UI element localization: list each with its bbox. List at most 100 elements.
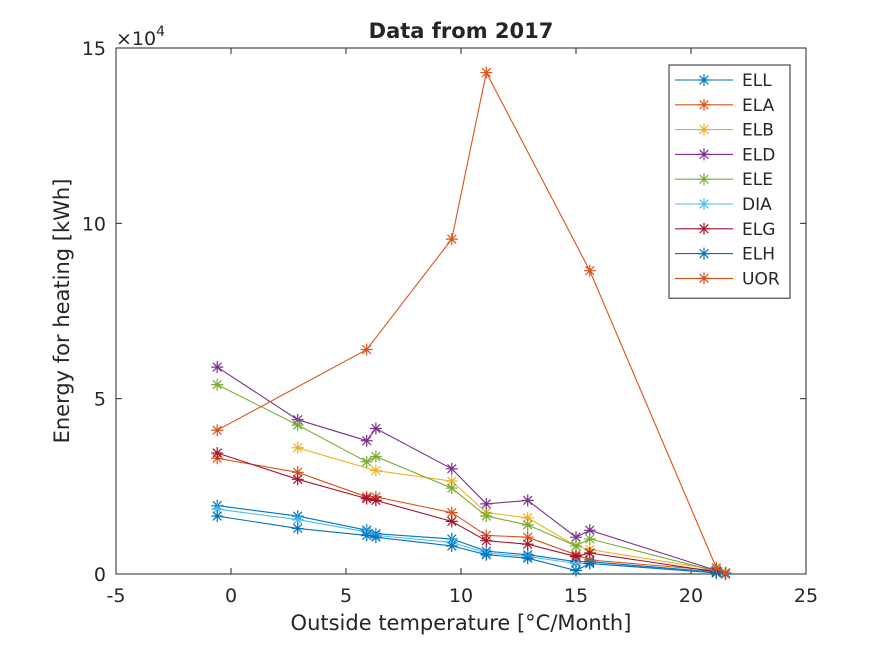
- legend-item-ela: ELA: [675, 96, 775, 116]
- data-point-elg: [480, 534, 493, 547]
- x-tick-label: 5: [340, 585, 352, 607]
- data-point-legend-uor: [698, 272, 710, 285]
- legend-item-uor: UOR: [675, 269, 780, 289]
- legend-label: DIA: [742, 195, 772, 215]
- legend-label: ELH: [742, 245, 775, 265]
- data-point-elh: [211, 510, 224, 523]
- data-point-eld: [583, 524, 596, 537]
- data-point-uor: [719, 567, 732, 580]
- series-layer: [211, 66, 732, 580]
- data-point-eld: [211, 361, 224, 374]
- data-point-legend-dia: [698, 198, 710, 210]
- x-tick-label: 10: [449, 585, 473, 607]
- data-point-uor: [445, 233, 458, 246]
- x-tick-label: -5: [107, 585, 126, 607]
- data-point-elg: [445, 515, 458, 528]
- data-point-eld: [360, 434, 373, 447]
- y-exponent-base: ×10: [116, 28, 156, 50]
- data-point-ele: [521, 518, 534, 531]
- legend-item-elb: ELB: [675, 121, 774, 141]
- data-point-eld: [445, 462, 458, 475]
- data-point-eld: [369, 422, 382, 435]
- legend-label: ELE: [742, 170, 773, 190]
- legend-item-ele: ELE: [675, 170, 773, 190]
- data-point-legend-elh: [698, 247, 710, 260]
- data-point-elg: [570, 550, 582, 563]
- legend-item-eld: ELD: [675, 145, 775, 165]
- data-point-ele: [360, 455, 373, 468]
- legend-item-elg: ELG: [675, 220, 775, 240]
- data-point-elg: [521, 538, 534, 551]
- data-point-uor: [710, 561, 723, 574]
- data-point-elb: [521, 511, 534, 524]
- legend-label: ELD: [742, 145, 775, 165]
- data-point-eld: [480, 497, 493, 510]
- data-point-ele: [211, 378, 224, 391]
- data-point-ele: [369, 450, 382, 463]
- y-axis: 0 5 10 15: [82, 38, 806, 586]
- data-point-ela: [521, 531, 534, 544]
- y-axis-exponent: ×104: [116, 24, 165, 50]
- data-point-legend-eld: [698, 148, 710, 161]
- data-point-dia: [570, 557, 582, 570]
- data-point-elb: [291, 441, 304, 454]
- data-point-uor: [480, 66, 493, 79]
- data-point-elh: [480, 548, 493, 561]
- data-point-elg: [360, 492, 373, 505]
- legend: ELL ELA ELB ELD ELE DIA ELG ELH UOR: [668, 64, 791, 299]
- data-point-elh: [291, 522, 304, 535]
- data-point-ele: [291, 418, 304, 431]
- data-point-elh: [445, 539, 458, 552]
- chart-title: Data from 2017: [369, 19, 554, 43]
- y-tick-label: 0: [94, 564, 106, 586]
- data-point-uor: [360, 343, 373, 356]
- y-tick-label: 15: [82, 38, 106, 60]
- data-point-ele: [445, 482, 458, 495]
- x-tick-label: 20: [679, 585, 703, 607]
- data-point-legend-elg: [698, 222, 710, 235]
- data-point-ele: [570, 539, 582, 552]
- data-point-legend-ele: [698, 173, 710, 186]
- legend-item-ell: ELL: [675, 71, 772, 91]
- data-point-elh: [360, 529, 373, 542]
- data-point-elh: [521, 552, 534, 565]
- legend-label: UOR: [742, 269, 780, 289]
- data-point-elh: [369, 531, 382, 544]
- data-point-elg: [291, 473, 304, 486]
- data-point-dia: [211, 503, 224, 516]
- legend-box: [668, 64, 791, 299]
- legend-label: ELL: [742, 71, 772, 91]
- data-point-uor: [211, 424, 224, 437]
- x-tick-label: 0: [225, 585, 237, 607]
- series-elg: [211, 447, 732, 580]
- data-point-ele: [480, 510, 493, 523]
- data-point-legend-ela: [698, 98, 710, 111]
- legend-label: ELG: [742, 220, 775, 240]
- y-tick-label: 10: [82, 213, 106, 235]
- legend-item-elh: ELH: [675, 245, 775, 265]
- data-point-legend-ell: [698, 74, 710, 86]
- y-axis-label: Energy for heating [kWh]: [50, 179, 74, 444]
- data-point-elh: [570, 564, 582, 577]
- data-point-elg: [211, 447, 224, 460]
- data-point-elg: [583, 546, 596, 559]
- x-tick-label: 25: [794, 585, 818, 607]
- data-point-eld: [521, 494, 534, 507]
- data-point-ela: [445, 506, 458, 519]
- legend-label: ELB: [742, 121, 774, 141]
- x-axis-label: Outside temperature [°C/Month]: [291, 611, 632, 635]
- data-point-dia: [291, 513, 304, 526]
- legend-label: ELA: [742, 96, 775, 116]
- x-tick-label: 15: [564, 585, 588, 607]
- data-point-elh: [583, 557, 596, 570]
- data-point-eld: [570, 531, 582, 544]
- data-point-uor: [583, 264, 596, 277]
- y-tick-label: 5: [94, 389, 106, 411]
- data-point-legend-elb: [698, 123, 710, 136]
- data-point-elg: [369, 494, 382, 507]
- data-point-elb: [445, 475, 458, 488]
- legend-item-dia: DIA: [675, 195, 772, 215]
- data-point-ela: [291, 466, 304, 479]
- y-exponent-power: 4: [156, 24, 165, 40]
